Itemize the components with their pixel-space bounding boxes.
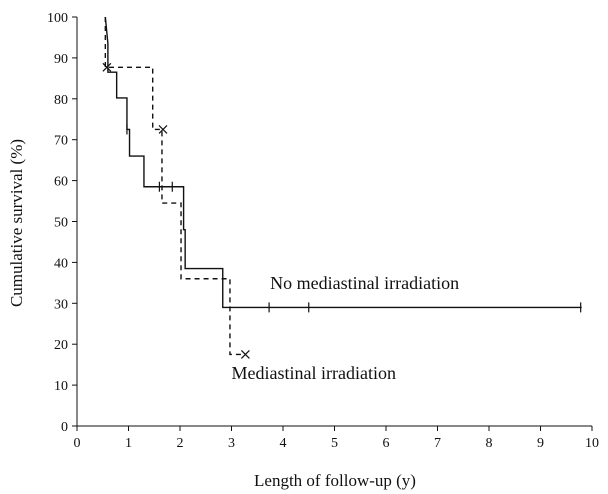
x-tick-label: 3 [228,436,235,451]
y-tick-label: 50 [54,216,68,231]
x-tick-label: 2 [177,436,184,451]
survival-curve-irradiation [104,17,246,356]
y-axis-label: Cumulative survival (%) [7,139,26,307]
annotation-label: Mediastinal irradiation [232,363,396,383]
y-tick-label: 0 [61,420,68,435]
y-tick-label: 40 [54,256,68,271]
survival-curve-no-irradiation [104,16,582,309]
x-tick-label: 7 [434,436,441,451]
y-tick-label: 20 [54,338,68,353]
y-tick-label: 60 [54,175,68,190]
y-tick-label: 100 [47,11,68,26]
x-tick-label: 8 [486,436,493,451]
annotation-label: No mediastinal irradiation [270,273,459,293]
y-tick-label: 30 [54,297,68,312]
x-tick-label: 9 [537,436,544,451]
x-tick-label: 6 [383,436,390,451]
annotations: No mediastinal irradiation Mediastinal ir… [232,273,460,383]
series [102,16,582,359]
x-tick-label: 5 [331,436,338,451]
x-axis-label: Length of follow-up (y) [254,471,416,490]
y-tick-label: 80 [54,93,68,108]
censor-mark-cross [158,125,168,134]
y-tick-label: 10 [54,379,68,394]
x-tick-label: 4 [280,436,287,451]
y-tick-label: 70 [54,134,68,149]
y-tick-label: 90 [54,52,68,67]
censor-mark-cross [240,350,250,359]
censor-mark-cross [102,62,112,72]
x-tick-label: 10 [585,436,599,451]
x-tick-label: 1 [125,436,132,451]
x-tick-label: 0 [74,436,81,451]
